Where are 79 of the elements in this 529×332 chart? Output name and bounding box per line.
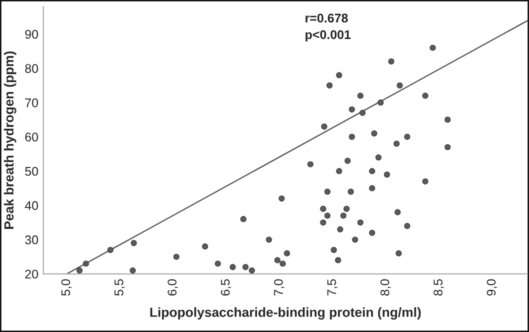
annotation: r=0.678 xyxy=(306,14,348,23)
point xyxy=(369,168,376,174)
x-axis-title: Lipopolysaccharide-binding protein (ng/ml) xyxy=(150,307,421,320)
y-tick-label: 30 xyxy=(25,235,38,244)
y-tick-label: 40 xyxy=(24,201,38,210)
point xyxy=(202,243,208,250)
point xyxy=(320,206,326,212)
x-tick-label: 6,5 xyxy=(220,279,232,296)
point xyxy=(348,106,355,112)
point xyxy=(280,260,286,267)
point xyxy=(384,171,390,178)
point xyxy=(357,92,364,99)
point xyxy=(214,260,221,267)
point xyxy=(352,236,358,243)
point xyxy=(359,110,366,116)
point xyxy=(321,124,328,130)
point xyxy=(444,116,451,123)
point xyxy=(444,144,451,150)
x-tick-label: 9,0 xyxy=(486,279,498,296)
point xyxy=(348,188,354,195)
y-tick-label: 70 xyxy=(25,98,38,108)
point xyxy=(274,257,280,264)
y-tick-label: 90 xyxy=(25,30,38,39)
point xyxy=(173,254,180,260)
point xyxy=(76,267,83,274)
point xyxy=(369,185,376,192)
point xyxy=(369,230,376,236)
y-tick-label: 20 xyxy=(25,270,38,279)
y-tick-label: 60 xyxy=(25,132,38,142)
point xyxy=(422,178,428,184)
point xyxy=(348,134,355,140)
x-tick-label: 7,0 xyxy=(274,279,284,296)
x-tick-label: 7,5 xyxy=(327,279,338,296)
point xyxy=(307,161,314,168)
point xyxy=(130,267,136,274)
point xyxy=(344,206,350,212)
point xyxy=(344,158,351,164)
point xyxy=(107,246,114,253)
point xyxy=(324,212,330,219)
point xyxy=(284,250,290,256)
point xyxy=(404,134,410,140)
point xyxy=(240,216,246,222)
x-tick-label: 5,0 xyxy=(61,279,72,296)
point xyxy=(336,72,342,78)
point xyxy=(394,209,401,216)
x-tick-label: 8,5 xyxy=(434,279,444,296)
point xyxy=(394,140,400,147)
point xyxy=(375,154,382,160)
point xyxy=(130,240,137,246)
point xyxy=(337,226,344,232)
x-tick-label: 6,0 xyxy=(168,279,178,296)
point xyxy=(396,250,402,256)
point xyxy=(388,58,394,65)
point xyxy=(371,130,378,136)
point xyxy=(326,82,333,89)
point xyxy=(324,188,330,195)
point xyxy=(340,212,346,219)
point xyxy=(242,264,249,270)
point xyxy=(422,92,428,99)
point xyxy=(248,267,255,274)
point xyxy=(357,219,364,226)
point xyxy=(320,219,326,226)
point xyxy=(82,260,89,267)
y-tick-label: 80 xyxy=(25,64,38,73)
point xyxy=(336,168,342,174)
point xyxy=(330,246,337,253)
annotation: p<0.001 xyxy=(306,30,351,42)
point xyxy=(396,82,403,89)
point xyxy=(404,222,410,229)
point xyxy=(430,44,436,51)
x-tick-label: 5,5 xyxy=(114,279,125,296)
point xyxy=(334,257,342,264)
point xyxy=(230,264,236,270)
y-axis-title: Peak breath hydrogen (ppm) xyxy=(4,51,16,229)
x-tick-label: 8,0 xyxy=(380,279,391,296)
y-tick-label: 50 xyxy=(25,166,38,176)
point xyxy=(278,195,285,202)
point xyxy=(266,236,272,243)
point xyxy=(378,100,384,106)
